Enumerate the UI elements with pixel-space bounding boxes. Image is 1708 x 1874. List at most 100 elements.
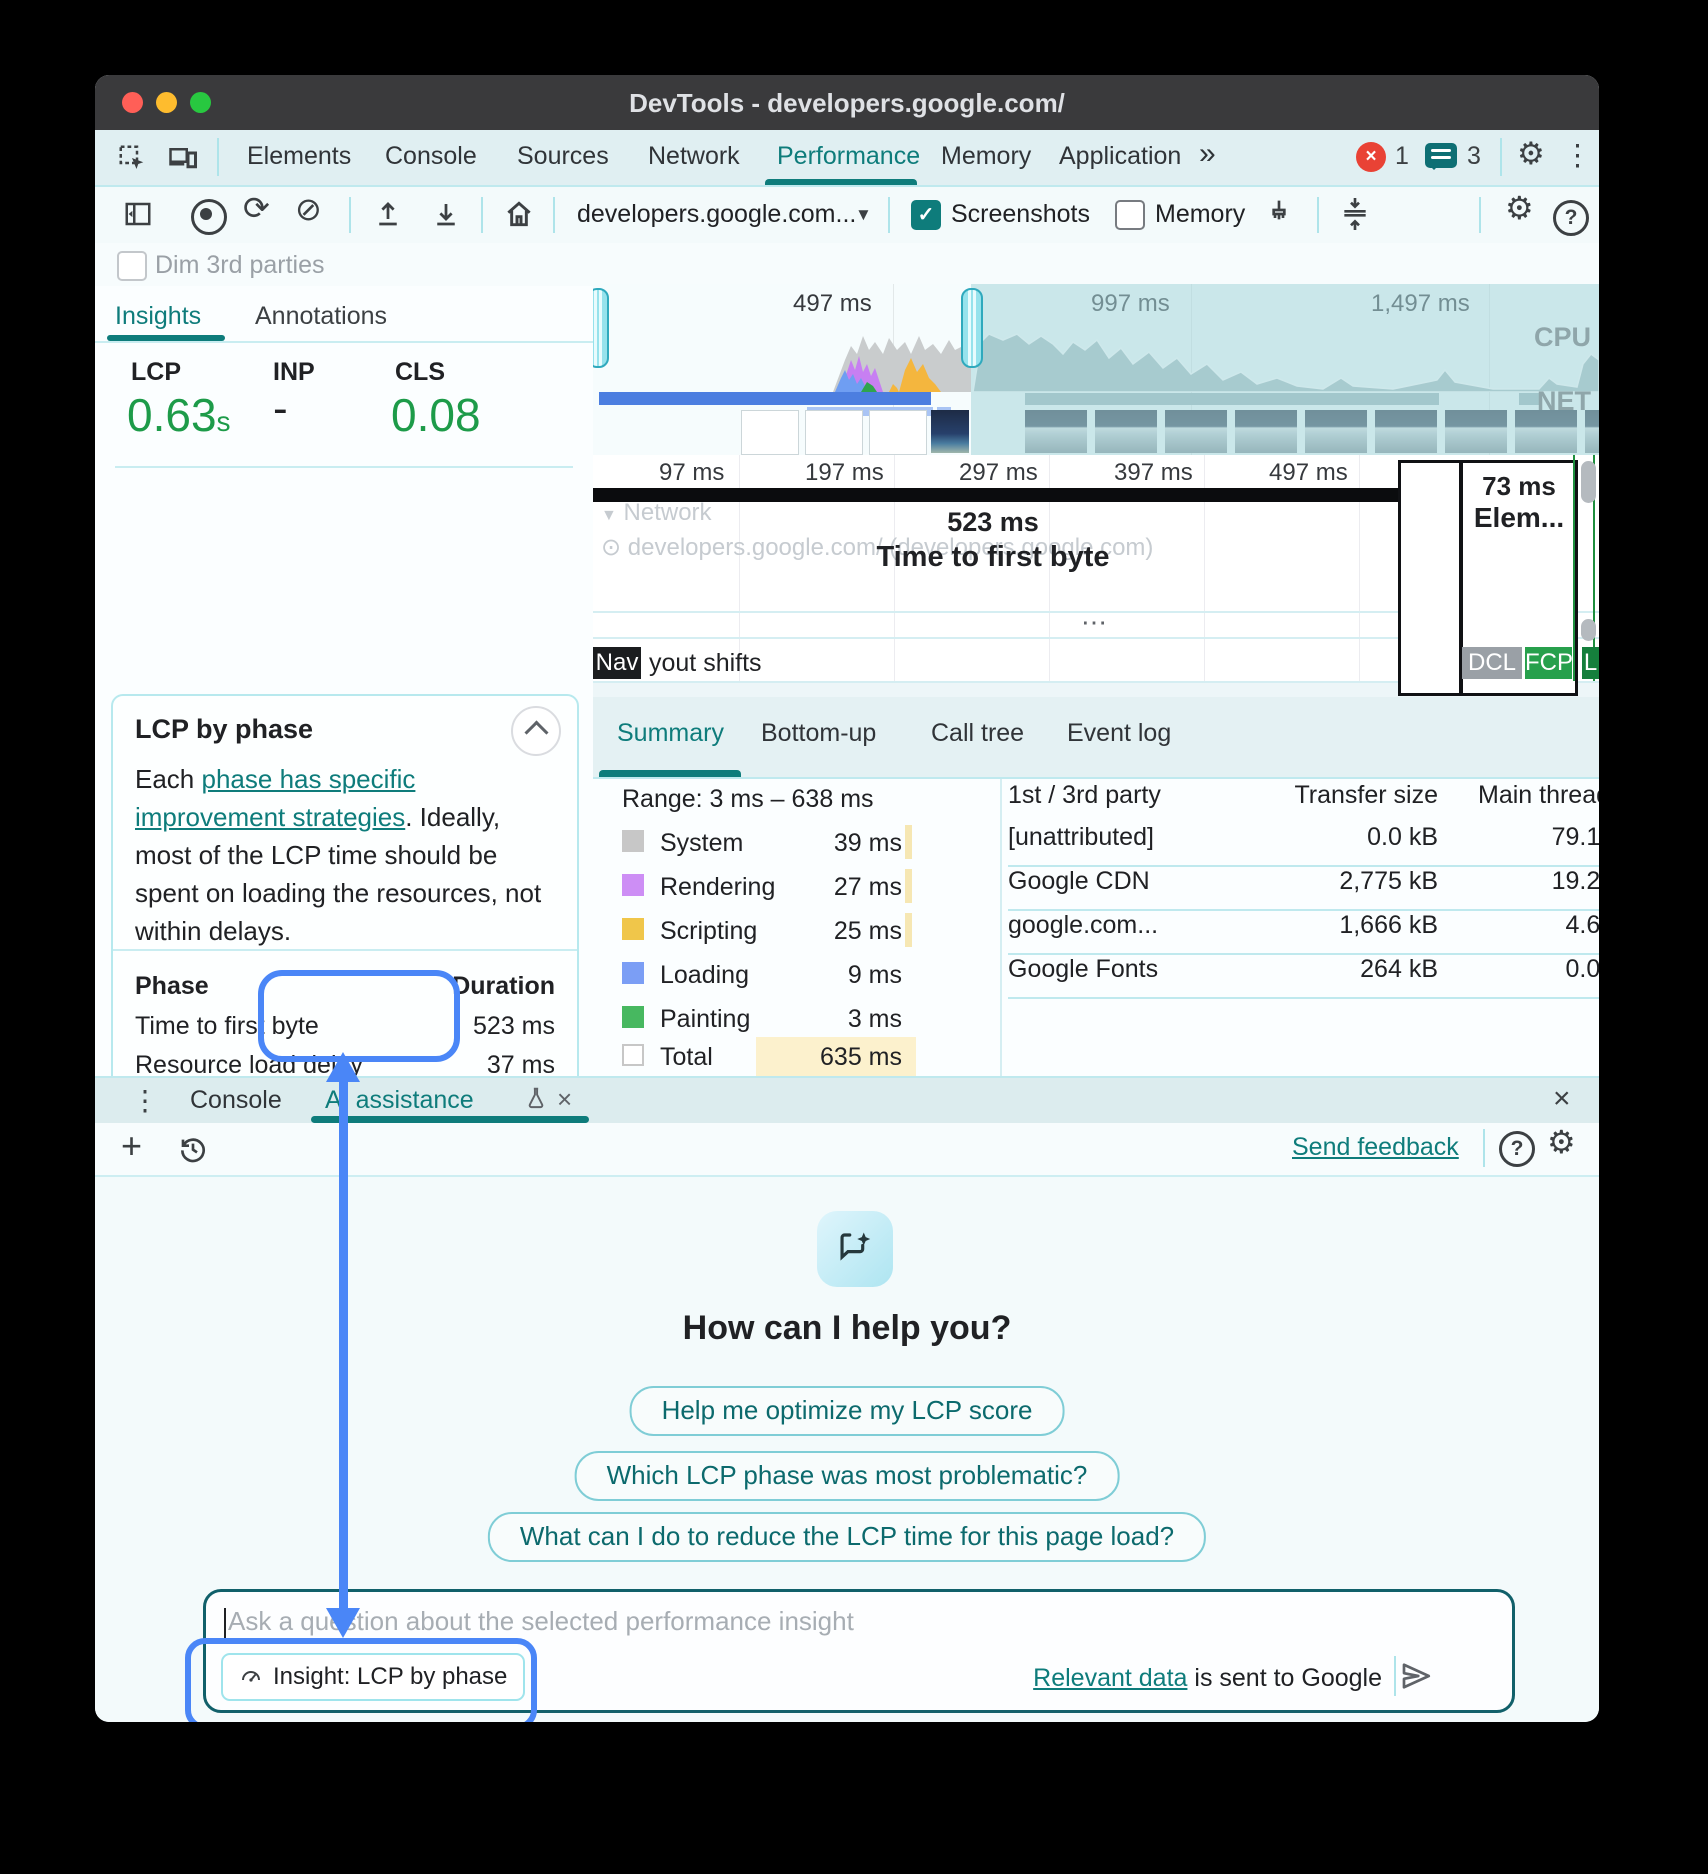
close-ai-tab-icon[interactable]: × (557, 1084, 573, 1114)
error-badge-icon[interactable]: × (1356, 142, 1386, 172)
tab-performance[interactable]: Performance (777, 142, 921, 170)
record-icon[interactable] (191, 199, 227, 235)
collapse-card-button[interactable] (511, 706, 561, 756)
phase-table-header: Phase Duration (135, 972, 555, 1001)
overview-right-handle[interactable] (961, 288, 983, 368)
tab-call-tree[interactable]: Call tree (931, 719, 1025, 747)
insight-chip-label: Insight: LCP by phase (273, 1663, 508, 1690)
tab-event-log[interactable]: Event log (1067, 719, 1172, 747)
ai-greeting-heading: How can I help you? (682, 1309, 1012, 1347)
suggestion-chip[interactable]: Which LCP phase was most problematic? (574, 1451, 1120, 1501)
grid-line (1204, 455, 1205, 681)
tab-annotations[interactable]: Annotations (255, 302, 388, 330)
settings-gear-icon[interactable]: ⚙ (1517, 136, 1545, 171)
history-icon[interactable] (177, 1133, 209, 1165)
dim-third-parties-checkbox[interactable] (117, 251, 147, 281)
col-phase: Phase (135, 972, 209, 1000)
memory-label: Memory (1155, 200, 1246, 228)
disclosure-icon[interactable]: ▼ (601, 507, 617, 524)
close-drawer-icon[interactable]: × (1553, 1082, 1571, 1115)
detail-tick: 497 ms (1269, 459, 1348, 486)
insight-context-chip[interactable]: Insight: LCP by phase (221, 1653, 526, 1701)
drawer-tab-bar: ⋮ Console AI assistance × × (95, 1076, 1599, 1125)
tab-network[interactable]: Network (648, 142, 740, 170)
more-options-icon[interactable]: ⋮ (1563, 140, 1592, 172)
garbage-collect-brush-icon[interactable] (1263, 198, 1295, 230)
filmstrip-thumbnail (931, 410, 969, 453)
send-prompt-icon[interactable] (1398, 1658, 1434, 1694)
tab-bottom-up[interactable]: Bottom-up (761, 719, 877, 747)
active-tab-underline (765, 179, 917, 185)
dcl-marker-badge: DCL (1462, 647, 1522, 679)
help-icon[interactable]: ? (1553, 200, 1589, 236)
network-request[interactable]: ⊙ developers.google.com/ (developers.goo… (601, 534, 1154, 561)
lcp-marker-badge: L (1582, 647, 1599, 679)
ai-settings-gear-icon[interactable]: ⚙ (1547, 1124, 1576, 1160)
panel-settings-gear-icon[interactable]: ⚙ (1505, 190, 1534, 226)
legend-row: Scripting 25 ms (622, 913, 912, 951)
disclosure-text: is sent to Google (1187, 1664, 1382, 1692)
ai-help-icon[interactable]: ? (1499, 1131, 1535, 1167)
toggle-sidebar-icon[interactable] (123, 199, 153, 229)
card-title: LCP by phase (135, 714, 314, 744)
suggestion-chip[interactable]: What can I do to reduce the LCP time for… (487, 1512, 1207, 1562)
highlight-tick (905, 869, 912, 903)
main-tab-bar: Elements Console Sources Network Perform… (95, 130, 1599, 187)
timeline-overview[interactable]: 497 ms 997 ms 1,497 ms (593, 284, 1599, 457)
legend-row-total: Total 635 ms (622, 1037, 916, 1080)
drawer-tab-ai-assistance[interactable]: AI assistance (325, 1086, 474, 1114)
divider (1000, 779, 1002, 1076)
divider (1479, 197, 1481, 233)
tab-elements[interactable]: Elements (247, 142, 352, 170)
tab-sources[interactable]: Sources (517, 142, 609, 170)
timeline-detail[interactable]: 97 ms 197 ms 297 ms 397 ms 497 ms 597 ▼ … (593, 455, 1599, 697)
overview-left-handle[interactable] (593, 288, 609, 368)
device-toolbar-icon[interactable] (167, 143, 199, 173)
send-feedback-link[interactable]: Send feedback (1292, 1133, 1459, 1161)
screenshots-checkbox[interactable]: ✓ (911, 200, 941, 230)
target-page-select[interactable]: developers.google.com... (577, 200, 857, 228)
cls-metric-value: 0.08 (391, 389, 481, 441)
title-bar: DevTools - developers.google.com/ (95, 75, 1599, 130)
request-dot-icon: ⊙ (601, 534, 622, 561)
clear-icon[interactable]: ⊘ (295, 191, 322, 227)
issues-icon[interactable] (1425, 143, 1457, 170)
improvement-strategies-link[interactable]: phase has specific improvement strategie… (135, 764, 416, 832)
party-row[interactable]: google.com...1,666 kB4.6 m (1008, 911, 1599, 955)
upload-profile-icon[interactable] (373, 199, 403, 229)
suggestion-chip[interactable]: Help me optimize my LCP score (629, 1386, 1065, 1436)
minimize-window-button[interactable] (156, 92, 177, 113)
tab-console[interactable]: Console (385, 142, 477, 170)
tab-summary[interactable]: Summary (617, 719, 724, 747)
drawer-menu-icon[interactable]: ⋮ (131, 1085, 159, 1116)
inspect-element-icon[interactable] (117, 143, 147, 173)
reload-and-record-icon[interactable]: ⟳ (243, 190, 270, 226)
memory-checkbox[interactable] (1115, 200, 1145, 230)
close-window-button[interactable] (122, 92, 143, 113)
highlight-tick (905, 825, 912, 859)
new-chat-icon[interactable]: + (121, 1125, 143, 1166)
legend-row: System 39 ms (622, 825, 912, 863)
more-tabs-icon[interactable]: » (1199, 137, 1216, 170)
drawer-active-tab-underline (311, 1116, 589, 1123)
error-count: 1 (1395, 142, 1409, 170)
tab-application[interactable]: Application (1059, 142, 1182, 170)
tab-memory[interactable]: Memory (941, 142, 1032, 170)
divider (1500, 138, 1502, 176)
scrollbar-thumb[interactable] (1581, 619, 1596, 641)
tab-insights[interactable]: Insights (115, 302, 202, 330)
scrollbar-thumb[interactable] (1581, 461, 1596, 503)
relevant-data-link[interactable]: Relevant data (1033, 1664, 1188, 1692)
expand-tracks-ellipsis[interactable]: ⋯ (1081, 607, 1107, 637)
download-profile-icon[interactable] (431, 199, 461, 229)
home-icon[interactable] (503, 198, 535, 230)
analysis-tab-bar: Summary Bottom-up Call tree Event log (593, 697, 1599, 779)
drawer-tab-console[interactable]: Console (190, 1086, 282, 1114)
maximize-window-button[interactable] (190, 92, 211, 113)
collapse-sections-icon[interactable] (1339, 196, 1371, 232)
detail-tick: 297 ms (959, 459, 1038, 486)
ai-prompt-input[interactable]: Ask a question about the selected perfor… (203, 1589, 1515, 1713)
